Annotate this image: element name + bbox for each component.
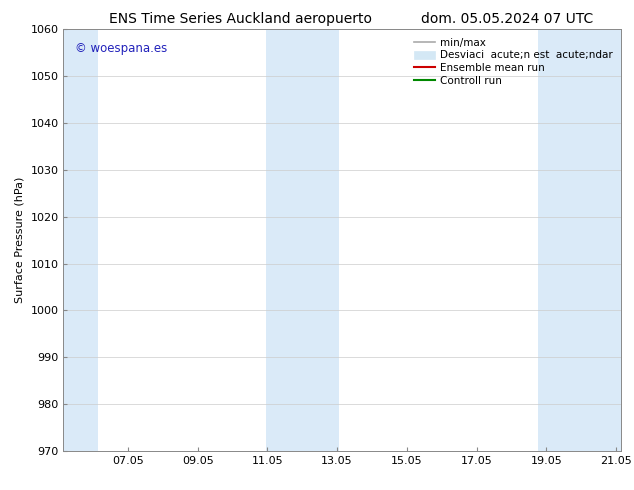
Y-axis label: Surface Pressure (hPa): Surface Pressure (hPa) (15, 177, 25, 303)
Bar (266, 29, 339, 451)
Text: © woespana.es: © woespana.es (75, 42, 167, 55)
Legend: min/max, Desviaci  acute;n est  acute;ndar, Ensemble mean run, Controll run: min/max, Desviaci acute;n est acute;ndar… (411, 35, 616, 89)
Bar (538, 29, 621, 451)
Text: dom. 05.05.2024 07 UTC: dom. 05.05.2024 07 UTC (421, 12, 593, 26)
Text: ENS Time Series Auckland aeropuerto: ENS Time Series Auckland aeropuerto (110, 12, 372, 26)
Bar (63, 29, 98, 451)
